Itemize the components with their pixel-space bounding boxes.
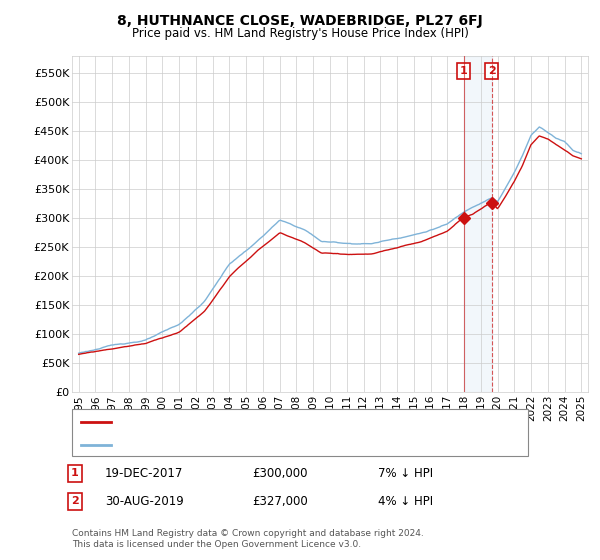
Text: Contains HM Land Registry data © Crown copyright and database right 2024.
This d: Contains HM Land Registry data © Crown c… — [72, 529, 424, 549]
Bar — [464, 56, 492, 392]
Text: £300,000: £300,000 — [252, 466, 308, 480]
Text: 2: 2 — [488, 66, 496, 76]
Text: Price paid vs. HM Land Registry's House Price Index (HPI): Price paid vs. HM Land Registry's House … — [131, 27, 469, 40]
Text: 8, HUTHNANCE CLOSE, WADEBRIDGE, PL27 6FJ: 8, HUTHNANCE CLOSE, WADEBRIDGE, PL27 6FJ — [117, 14, 483, 28]
Text: 1: 1 — [460, 66, 467, 76]
Text: HPI: Average price, detached house, Cornwall: HPI: Average price, detached house, Corn… — [117, 440, 371, 450]
Text: 4% ↓ HPI: 4% ↓ HPI — [378, 494, 433, 508]
Text: 19-DEC-2017: 19-DEC-2017 — [105, 466, 184, 480]
Text: 30-AUG-2019: 30-AUG-2019 — [105, 494, 184, 508]
Text: 8, HUTHNANCE CLOSE, WADEBRIDGE, PL27 6FJ (detached house): 8, HUTHNANCE CLOSE, WADEBRIDGE, PL27 6FJ… — [117, 417, 481, 427]
Text: £327,000: £327,000 — [252, 494, 308, 508]
Text: 7% ↓ HPI: 7% ↓ HPI — [378, 466, 433, 480]
Text: 1: 1 — [71, 468, 79, 478]
Text: 2: 2 — [71, 496, 79, 506]
